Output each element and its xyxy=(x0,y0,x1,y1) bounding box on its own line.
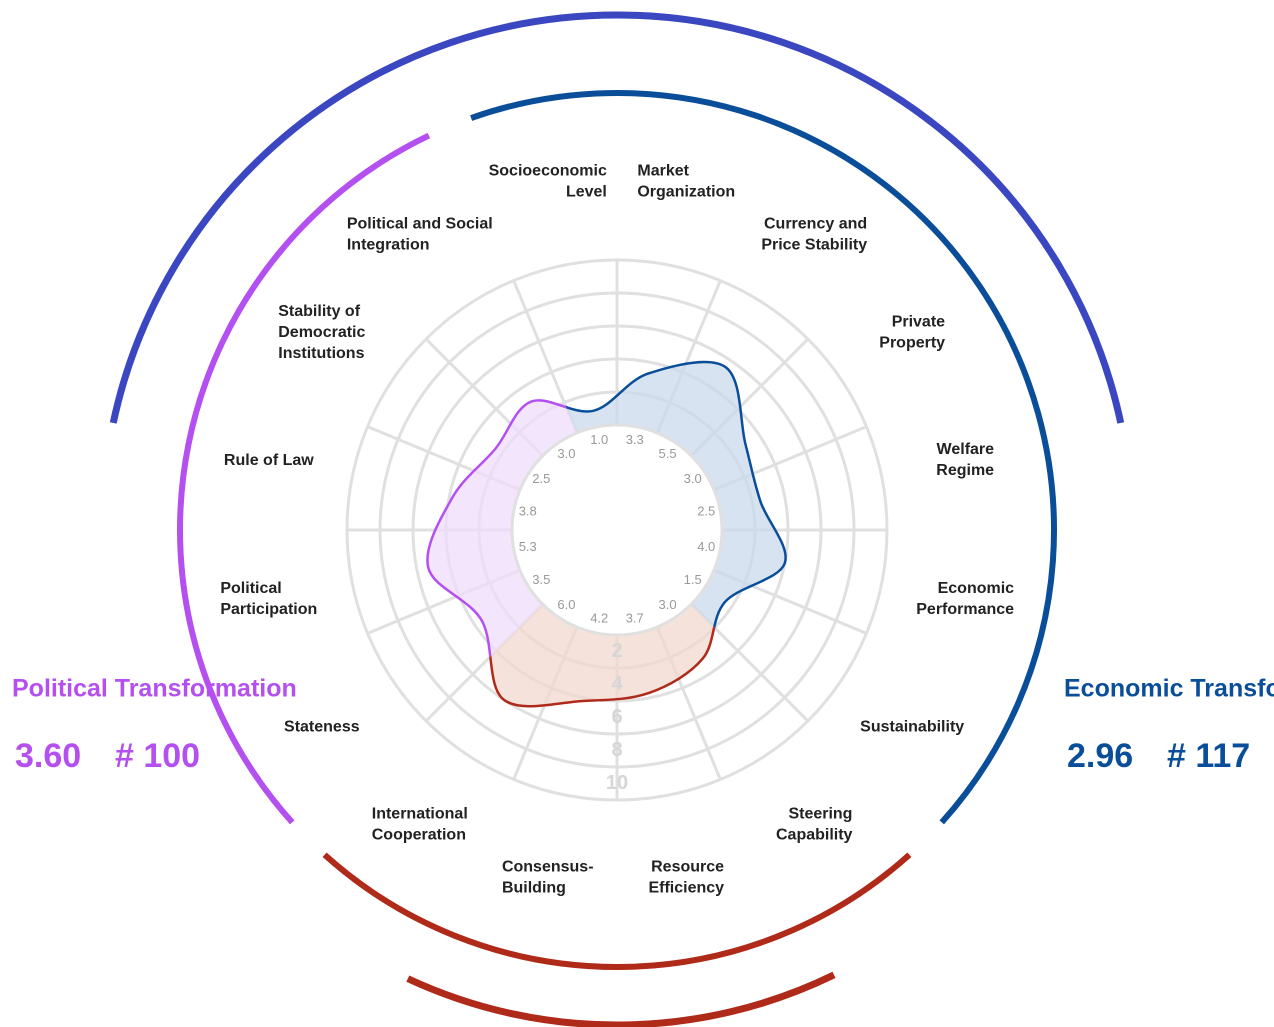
group-arc xyxy=(322,852,912,970)
value-label: 3.8 xyxy=(519,504,537,519)
value-label: 6.0 xyxy=(557,597,575,612)
value-label: 3.5 xyxy=(532,572,550,587)
outer-arc xyxy=(406,971,836,1027)
value-label: 1.5 xyxy=(684,572,702,587)
value-label: 3.0 xyxy=(684,471,702,486)
r-tick-label: 4 xyxy=(611,673,623,695)
value-label: 4.0 xyxy=(697,539,715,554)
category-label: Resource Efficiency xyxy=(648,859,724,897)
category-label: Political Participation xyxy=(220,580,317,618)
group-arc xyxy=(177,132,431,825)
group-arc xyxy=(470,90,1057,825)
category-label: Consensus-Building xyxy=(502,859,594,897)
group-name: Political Transformation xyxy=(12,675,297,703)
value-label: 3.3 xyxy=(626,432,644,447)
value-label: 5.3 xyxy=(519,539,537,554)
inner-circle xyxy=(510,423,724,637)
value-label: 2.5 xyxy=(532,471,550,486)
category-label: International Cooperation xyxy=(372,806,468,844)
value-label: 3.7 xyxy=(626,611,644,626)
category-label: Welfare Regime xyxy=(936,441,994,479)
group-rank: # 117 xyxy=(1167,737,1250,775)
r-tick-label: 8 xyxy=(611,739,622,761)
category-label: Stability of Democratic Institutions xyxy=(278,303,365,362)
group-name: Economic Transformation xyxy=(1064,675,1274,703)
value-label: 1.0 xyxy=(590,432,608,447)
category-label: Socioeconomic Level xyxy=(489,163,607,201)
value-label: 3.0 xyxy=(557,446,575,461)
category-label: Steering Capability xyxy=(776,806,853,844)
category-label: Market Organization xyxy=(637,163,735,201)
category-label: Private Property xyxy=(879,313,945,351)
r-tick-label: 10 xyxy=(606,772,628,794)
value-label: 4.2 xyxy=(590,611,608,626)
value-label: 2.5 xyxy=(697,504,715,519)
group-score: 2.96 xyxy=(1067,737,1133,775)
r-tick-label: 2 xyxy=(611,640,622,662)
category-label: Political and Social Integration xyxy=(347,216,493,254)
category-label: Economic Performance xyxy=(916,580,1014,618)
value-label: 5.5 xyxy=(659,446,677,461)
category-label: Rule of Law xyxy=(224,452,314,469)
value-label: 3.0 xyxy=(659,597,677,612)
category-label: Sustainability xyxy=(860,718,964,735)
outer-arc xyxy=(109,11,1125,424)
r-tick-label: 6 xyxy=(611,706,622,728)
group-score: 3.60 xyxy=(15,737,81,775)
category-label: Currency and Price Stability xyxy=(761,216,867,254)
group-rank: # 100 xyxy=(115,737,200,775)
category-label: Stateness xyxy=(284,718,360,735)
